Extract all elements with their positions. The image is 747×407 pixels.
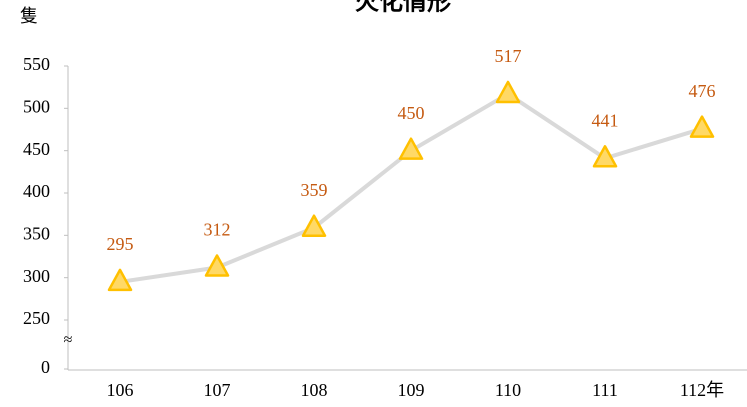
data-label: 312 xyxy=(204,220,231,240)
marker xyxy=(689,115,715,138)
x-tick-label: 108 xyxy=(301,380,328,400)
marker xyxy=(592,145,618,168)
chart-title: 火化情形 xyxy=(355,0,451,16)
data-label: 476 xyxy=(689,81,716,101)
y-tick-label: 400 xyxy=(23,181,50,201)
axis-break: ≈ xyxy=(64,332,73,349)
y-unit: 隻 xyxy=(20,6,38,26)
x-tick-label: 111 xyxy=(592,380,618,400)
y-tick-label: 500 xyxy=(23,96,50,116)
data-label: 450 xyxy=(398,103,425,123)
x-tick-label: 112年 xyxy=(680,380,724,400)
y-tick-label: 250 xyxy=(23,308,50,328)
data-label: 359 xyxy=(301,180,328,200)
x-tick-label: 107 xyxy=(204,380,231,400)
marker xyxy=(398,137,424,160)
marker xyxy=(301,214,327,237)
y-tick-label: 450 xyxy=(23,139,50,159)
y-tick-label: 550 xyxy=(23,54,50,74)
x-tick-label: 106 xyxy=(107,380,134,400)
y-tick-label: 300 xyxy=(23,266,50,286)
x-tick-label: 109 xyxy=(398,380,425,400)
marker xyxy=(495,80,521,104)
y-tick-label: 0 xyxy=(41,357,50,377)
marker xyxy=(204,254,230,277)
data-label: 295 xyxy=(107,234,134,254)
data-label: 517 xyxy=(495,46,522,66)
data-label: 441 xyxy=(592,110,619,130)
marker xyxy=(107,268,133,292)
x-tick-label: 110 xyxy=(495,380,521,400)
y-tick-label: 350 xyxy=(23,223,50,243)
